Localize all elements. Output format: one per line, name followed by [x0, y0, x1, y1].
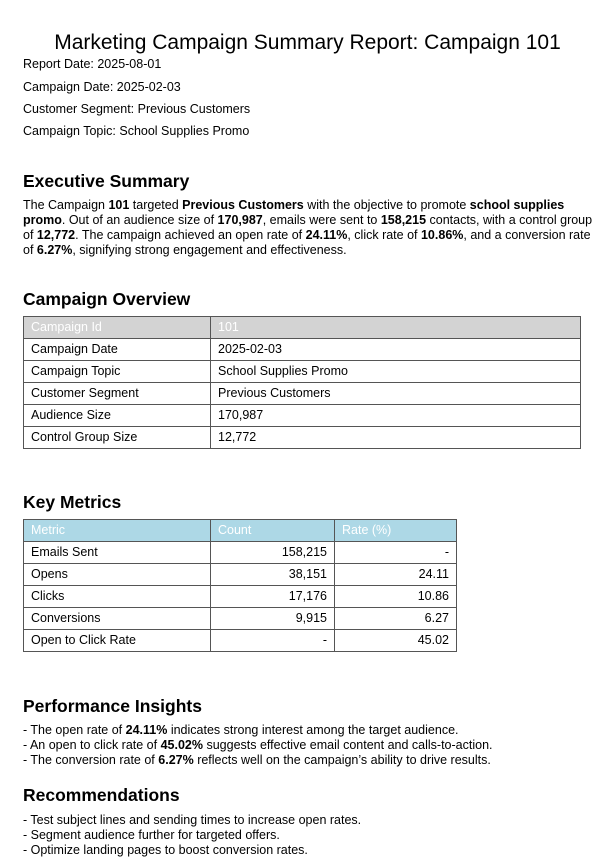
metric-name-cell: Emails Sent: [23, 541, 211, 564]
overview-value-cell: School Supplies Promo: [210, 360, 581, 383]
key-metrics-table: Metric Count Rate (%) Emails Sent 158,21…: [23, 519, 457, 652]
customer-segment: Customer Segment: Previous Customers: [23, 102, 251, 116]
overview-value-cell: 2025-02-03: [210, 338, 581, 361]
overview-label-cell: Campaign Topic: [23, 360, 211, 383]
table-row: Opens 38,151 24.11: [23, 563, 457, 586]
recommendations-heading: Recommendations: [23, 785, 180, 805]
metric-rate-cell: 6.27: [334, 607, 457, 630]
table-row: Customer Segment Previous Customers: [23, 382, 581, 405]
report-title: Marketing Campaign Summary Report: Campa…: [54, 31, 561, 55]
list-item: - An open to click rate of 45.02% sugges…: [23, 738, 493, 752]
table-row: Open to Click Rate - 45.02: [23, 629, 457, 652]
metric-name-cell: Conversions: [23, 607, 211, 630]
overview-value-cell: 12,772: [210, 426, 581, 449]
executive-summary-text: The Campaign 101 targeted Previous Custo…: [23, 198, 593, 257]
table-row: Clicks 17,176 10.86: [23, 585, 457, 608]
overview-header-cell: Campaign Id: [23, 316, 211, 339]
table-row: Control Group Size 12,772: [23, 426, 581, 449]
metric-rate-cell: 24.11: [334, 563, 457, 586]
campaign-date: Campaign Date: 2025-02-03: [23, 80, 181, 94]
overview-label-cell: Audience Size: [23, 404, 211, 427]
key-metrics-heading: Key Metrics: [23, 492, 122, 512]
list-item: - The conversion rate of 6.27% reflects …: [23, 753, 491, 767]
metric-count-cell: 17,176: [210, 585, 335, 608]
metric-name-cell: Opens: [23, 563, 211, 586]
overview-header-row: Campaign Id 101: [23, 316, 581, 339]
overview-value-cell: 170,987: [210, 404, 581, 427]
metrics-header-cell: Rate (%): [334, 519, 457, 542]
table-row: Conversions 9,915 6.27: [23, 607, 457, 630]
metric-count-cell: 158,215: [210, 541, 335, 564]
metrics-header-cell: Metric: [23, 519, 211, 542]
overview-label-cell: Customer Segment: [23, 382, 211, 405]
report-date: Report Date: 2025-08-01: [23, 57, 162, 71]
overview-value-cell: Previous Customers: [210, 382, 581, 405]
campaign-topic: Campaign Topic: School Supplies Promo: [23, 124, 250, 138]
performance-insights-list: - The open rate of 24.11% indicates stro…: [23, 723, 593, 768]
performance-insights-heading: Performance Insights: [23, 696, 202, 716]
recommendations-list: - Test subject lines and sending times t…: [23, 813, 593, 858]
campaign-overview-table: Campaign Id 101 Campaign Date 2025-02-03…: [23, 316, 581, 449]
metric-count-cell: 9,915: [210, 607, 335, 630]
list-item: - Segment audience further for targeted …: [23, 828, 280, 842]
metric-count-cell: 38,151: [210, 563, 335, 586]
table-row: Campaign Topic School Supplies Promo: [23, 360, 581, 383]
table-row: Audience Size 170,987: [23, 404, 581, 427]
executive-summary-heading: Executive Summary: [23, 171, 190, 191]
list-item: - The open rate of 24.11% indicates stro…: [23, 723, 459, 737]
list-item: - Test subject lines and sending times t…: [23, 813, 362, 827]
metric-name-cell: Clicks: [23, 585, 211, 608]
table-row: Campaign Date 2025-02-03: [23, 338, 581, 361]
metric-rate-cell: 45.02: [334, 629, 457, 652]
metric-name-cell: Open to Click Rate: [23, 629, 211, 652]
metrics-header-row: Metric Count Rate (%): [23, 519, 457, 542]
overview-label-cell: Campaign Date: [23, 338, 211, 361]
metric-count-cell: -: [210, 629, 335, 652]
metric-rate-cell: -: [334, 541, 457, 564]
table-row: Emails Sent 158,215 -: [23, 541, 457, 564]
metric-rate-cell: 10.86: [334, 585, 457, 608]
list-item: - Optimize landing pages to boost conver…: [23, 843, 308, 857]
overview-label-cell: Control Group Size: [23, 426, 211, 449]
metrics-header-cell: Count: [210, 519, 335, 542]
overview-header-cell: 101: [210, 316, 581, 339]
campaign-overview-heading: Campaign Overview: [23, 289, 191, 309]
